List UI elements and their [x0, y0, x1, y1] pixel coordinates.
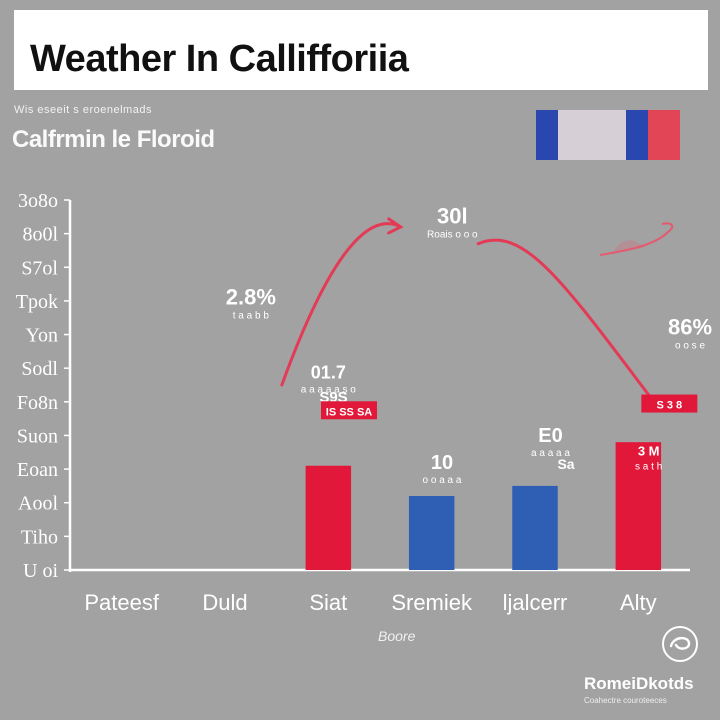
series-line [476, 238, 661, 411]
logo-icon [662, 626, 698, 662]
series-line [280, 222, 403, 387]
data-label: 3 M [638, 444, 660, 459]
data-label-sub: o o a a a [423, 475, 462, 486]
x-tick-label: Pateesf [84, 590, 159, 615]
value-badge-label: IS SS SA [326, 406, 373, 418]
flag-stripe [536, 110, 558, 160]
x-tick-label: Duld [202, 590, 247, 615]
data-label-sub: a a a a a s o [301, 384, 356, 395]
value-badge [641, 394, 698, 413]
y-tick-label: Tiho [21, 526, 58, 548]
x-tick-label: Alty [620, 590, 657, 615]
y-tick-label: 3o8o [18, 190, 58, 212]
y-tick-label: Suon [17, 425, 58, 447]
chart-title: Weather In Callifforiia [30, 38, 409, 80]
data-label: 10 [431, 452, 453, 474]
data-label-sub: t a a b b [233, 310, 270, 321]
x-tick-label: Sremiek [391, 590, 473, 615]
x-tick-label: Siat [309, 590, 347, 615]
decorative-swirl [599, 222, 674, 256]
data-label-sub: a a a a a [531, 448, 570, 459]
y-tick-label: Fo8n [17, 392, 58, 414]
data-label: 2.8% [226, 284, 276, 309]
flag-icon [536, 110, 680, 160]
title-banner [14, 10, 708, 90]
chart-subtitle: Calfrmin le Floroid [12, 126, 215, 153]
logo-name: RomeiDkotds [584, 674, 694, 693]
data-label-sub: Roais o o o [427, 230, 478, 241]
data-label-sub: o o s e [675, 341, 705, 352]
y-tick-label: Sodl [21, 358, 58, 380]
logo-tagline: Coahectre couroteeces [584, 696, 667, 705]
y-tick-label: Eoan [17, 459, 58, 481]
data-label: 86% [668, 315, 712, 340]
flag-stripe [626, 110, 648, 160]
flag-stripe [558, 110, 626, 160]
y-tick-label: U oi [23, 560, 58, 582]
chart-subtitle-small: Wis eseeit s eroenelmads [14, 104, 152, 116]
data-label: 01.7 [311, 362, 346, 382]
y-tick-label: Tpok [16, 291, 58, 313]
data-label-sub: s a t h [635, 462, 662, 473]
y-tick-label: Yon [26, 325, 58, 347]
series-arrowhead [387, 217, 404, 235]
flag-stripe [648, 110, 680, 160]
value-badge [321, 401, 377, 420]
footer-label: Boore [378, 628, 416, 644]
y-tick-label: Aool [18, 493, 58, 515]
value-badge-label: S 3 8 [656, 400, 682, 412]
bar [408, 496, 455, 570]
decorative-swirl [612, 240, 644, 254]
data-label: E0 [538, 425, 562, 447]
data-label: Sa [557, 456, 574, 472]
x-tick-label: ljalcerr [503, 590, 568, 615]
y-tick-label: S7ol [21, 257, 58, 279]
data-label: 30l [437, 204, 468, 229]
bar [305, 465, 352, 570]
bar [615, 442, 662, 570]
bar [512, 485, 558, 570]
y-tick-label: 8o0l [22, 224, 58, 246]
